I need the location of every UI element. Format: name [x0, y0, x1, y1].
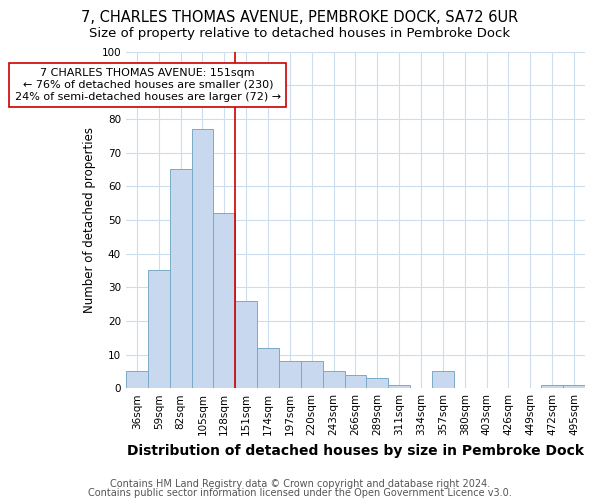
Bar — [214, 213, 235, 388]
Text: Size of property relative to detached houses in Pembroke Dock: Size of property relative to detached ho… — [89, 28, 511, 40]
Bar — [148, 270, 170, 388]
Bar — [257, 348, 279, 388]
Bar — [301, 361, 323, 388]
Bar — [367, 378, 388, 388]
Bar — [432, 372, 454, 388]
Bar — [541, 385, 563, 388]
Bar — [323, 372, 344, 388]
Bar — [344, 374, 367, 388]
X-axis label: Distribution of detached houses by size in Pembroke Dock: Distribution of detached houses by size … — [127, 444, 584, 458]
Bar — [388, 385, 410, 388]
Bar — [170, 170, 191, 388]
Bar — [563, 385, 585, 388]
Bar — [279, 361, 301, 388]
Y-axis label: Number of detached properties: Number of detached properties — [83, 127, 96, 313]
Text: 7 CHARLES THOMAS AVENUE: 151sqm
← 76% of detached houses are smaller (230)
24% o: 7 CHARLES THOMAS AVENUE: 151sqm ← 76% of… — [15, 68, 281, 102]
Text: Contains HM Land Registry data © Crown copyright and database right 2024.: Contains HM Land Registry data © Crown c… — [110, 479, 490, 489]
Text: 7, CHARLES THOMAS AVENUE, PEMBROKE DOCK, SA72 6UR: 7, CHARLES THOMAS AVENUE, PEMBROKE DOCK,… — [82, 10, 518, 25]
Text: Contains public sector information licensed under the Open Government Licence v3: Contains public sector information licen… — [88, 488, 512, 498]
Bar — [191, 129, 214, 388]
Bar — [235, 300, 257, 388]
Bar — [126, 372, 148, 388]
